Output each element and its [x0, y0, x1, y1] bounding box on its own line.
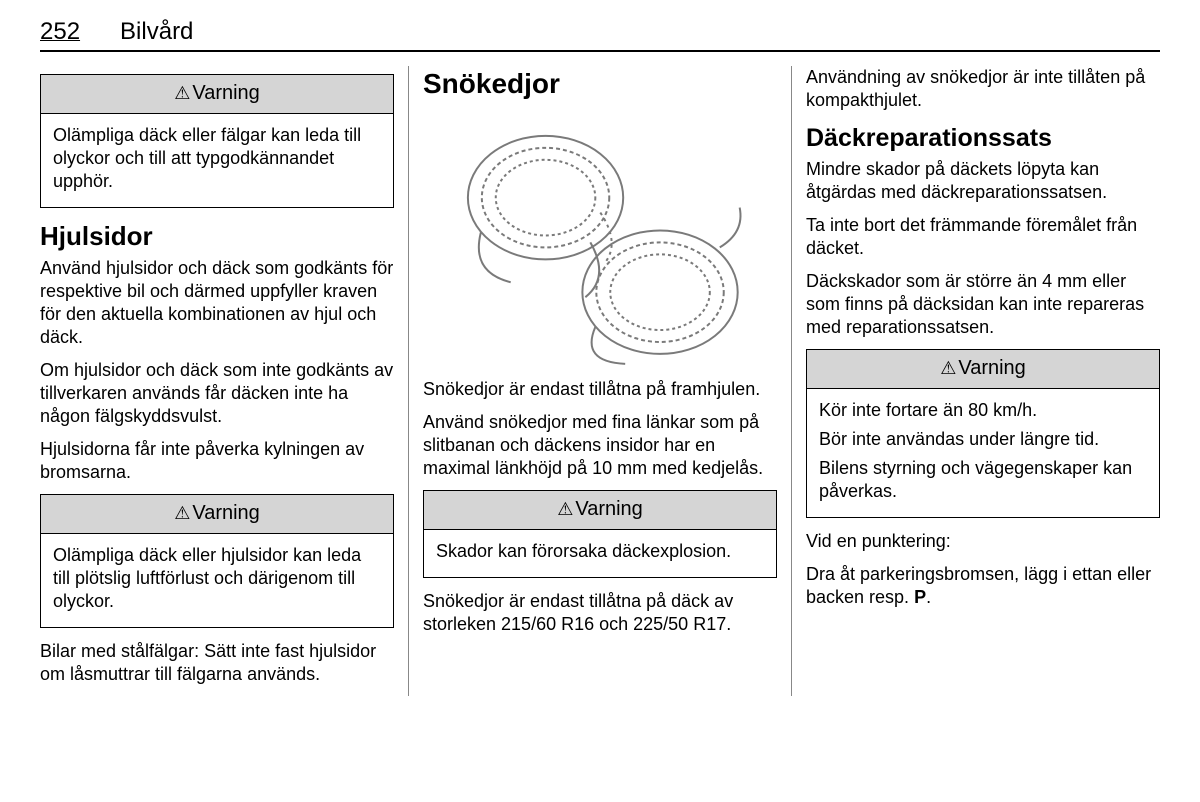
warning-label: Varning — [575, 498, 642, 520]
snow-chain-illustration — [423, 108, 777, 378]
body-text: Om hjulsidor och däck som inte godkänts … — [40, 359, 394, 428]
body-text: Använd snökedjor med fina länkar som på … — [423, 411, 777, 480]
body-text: Ta inte bort det främmande föremålet frå… — [806, 214, 1160, 260]
warning-label: Varning — [192, 82, 259, 104]
column-3: Användning av snökedjor är inte tillåten… — [792, 66, 1160, 696]
body-text: Hjulsidorna får inte påverka kylningen a… — [40, 438, 394, 484]
warning-triangle-icon: ⚠ — [940, 357, 956, 380]
warning-body: Olämpliga däck eller fälgar kan leda til… — [41, 114, 393, 207]
warning-header: ⚠Varning — [424, 491, 776, 530]
page-number: 252 — [40, 18, 80, 46]
page-header: 252 Bilvård — [40, 18, 1160, 52]
body-text: Bilar med stålfälgar: Sätt inte fast hju… — [40, 640, 394, 686]
warning-triangle-icon: ⚠ — [174, 502, 190, 525]
section-heading-dackreparation: Däckreparationssats — [806, 122, 1160, 154]
body-text: Snökedjor är endast tillåtna på däck av … — [423, 590, 777, 636]
warning-line: Bilens styrning och vägegenskaper kan på… — [819, 457, 1147, 503]
body-text: Mindre skador på däckets löpyta kan åtgä… — [806, 158, 1160, 204]
body-text: Vid en punktering: — [806, 530, 1160, 553]
content-columns: ⚠Varning Olämpliga däck eller fälgar kan… — [40, 66, 1160, 696]
warning-body: Skador kan förorsaka däckexplosion. — [424, 530, 776, 577]
page-title: Bilvård — [120, 18, 193, 46]
warning-body: Olämpliga däck eller hjulsidor kan leda … — [41, 534, 393, 627]
warning-triangle-icon: ⚠ — [557, 498, 573, 521]
section-heading-hjulsidor: Hjulsidor — [40, 220, 394, 253]
warning-box: ⚠Varning Kör inte fortare än 80 km/h. Bö… — [806, 349, 1160, 518]
body-text: Användning av snökedjor är inte tillåten… — [806, 66, 1160, 112]
column-2: Snökedjor — [408, 66, 792, 696]
body-text: Använd hjulsidor och däck som godkänts f… — [40, 257, 394, 349]
body-text: Däckskador som är större än 4 mm eller s… — [806, 270, 1160, 339]
manual-page: 252 Bilvård ⚠Varning Olämpliga däck elle… — [0, 0, 1200, 716]
warning-label: Varning — [958, 357, 1025, 379]
gear-p-bold: P — [914, 587, 926, 607]
warning-header: ⚠Varning — [41, 75, 393, 114]
warning-box: ⚠Varning Olämpliga däck eller hjulsidor … — [40, 494, 394, 628]
text-run: Dra åt parkeringsbromsen, lägg i ettan e… — [806, 564, 1151, 607]
text-run: . — [926, 587, 931, 607]
warning-body: Kör inte fortare än 80 km/h. Bör inte an… — [807, 389, 1159, 517]
section-heading-snokedjor: Snökedjor — [423, 66, 777, 102]
warning-header: ⚠Varning — [807, 350, 1159, 389]
body-text: Snökedjor är endast tillåtna på framhjul… — [423, 378, 777, 401]
chain-icon — [441, 113, 760, 372]
warning-line: Bör inte användas under längre tid. — [819, 428, 1147, 451]
warning-line: Kör inte fortare än 80 km/h. — [819, 399, 1147, 422]
warning-triangle-icon: ⚠ — [174, 82, 190, 105]
warning-label: Varning — [192, 502, 259, 524]
body-text: Dra åt parkeringsbromsen, lägg i ettan e… — [806, 563, 1160, 609]
warning-header: ⚠Varning — [41, 495, 393, 534]
column-1: ⚠Varning Olämpliga däck eller fälgar kan… — [40, 66, 408, 696]
warning-box: ⚠Varning Olämpliga däck eller fälgar kan… — [40, 74, 394, 208]
warning-box: ⚠Varning Skador kan förorsaka däckexplos… — [423, 490, 777, 578]
